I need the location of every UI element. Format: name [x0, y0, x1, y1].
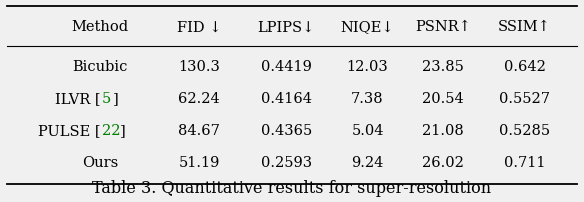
Text: 22: 22: [102, 124, 120, 138]
Text: 84.67: 84.67: [178, 124, 220, 138]
Text: ]: ]: [113, 92, 119, 106]
Text: NIQE↓: NIQE↓: [340, 20, 394, 34]
Text: 5: 5: [102, 92, 111, 106]
Text: 9.24: 9.24: [352, 156, 384, 170]
Text: ILVR [: ILVR [: [54, 92, 100, 106]
Text: 0.642: 0.642: [503, 60, 545, 74]
Text: PULSE [: PULSE [: [37, 124, 100, 138]
Text: SSIM↑: SSIM↑: [498, 20, 551, 34]
Text: 51.19: 51.19: [178, 156, 220, 170]
Text: 0.4164: 0.4164: [260, 92, 312, 106]
Text: 20.54: 20.54: [422, 92, 464, 106]
Text: Ours: Ours: [82, 156, 119, 170]
Text: 0.711: 0.711: [504, 156, 545, 170]
Text: PSNR↑: PSNR↑: [415, 20, 471, 34]
Text: 0.5527: 0.5527: [499, 92, 550, 106]
Text: ]: ]: [119, 124, 125, 138]
Text: 7.38: 7.38: [351, 92, 384, 106]
Text: 12.03: 12.03: [347, 60, 388, 74]
Text: FID ↓: FID ↓: [177, 20, 221, 34]
Text: 62.24: 62.24: [178, 92, 220, 106]
Text: 5.04: 5.04: [352, 124, 384, 138]
Text: 0.2593: 0.2593: [260, 156, 312, 170]
Text: 23.85: 23.85: [422, 60, 464, 74]
Text: 0.4365: 0.4365: [260, 124, 312, 138]
Text: Method: Method: [72, 20, 128, 34]
Text: Table 3. Quantitative results for super-resolution: Table 3. Quantitative results for super-…: [92, 180, 492, 197]
Text: 21.08: 21.08: [422, 124, 464, 138]
Text: 26.02: 26.02: [422, 156, 464, 170]
Text: 130.3: 130.3: [178, 60, 220, 74]
Text: Bicubic: Bicubic: [72, 60, 128, 74]
Text: 0.5285: 0.5285: [499, 124, 550, 138]
Text: LPIPS↓: LPIPS↓: [258, 20, 315, 34]
Text: 0.4419: 0.4419: [260, 60, 312, 74]
